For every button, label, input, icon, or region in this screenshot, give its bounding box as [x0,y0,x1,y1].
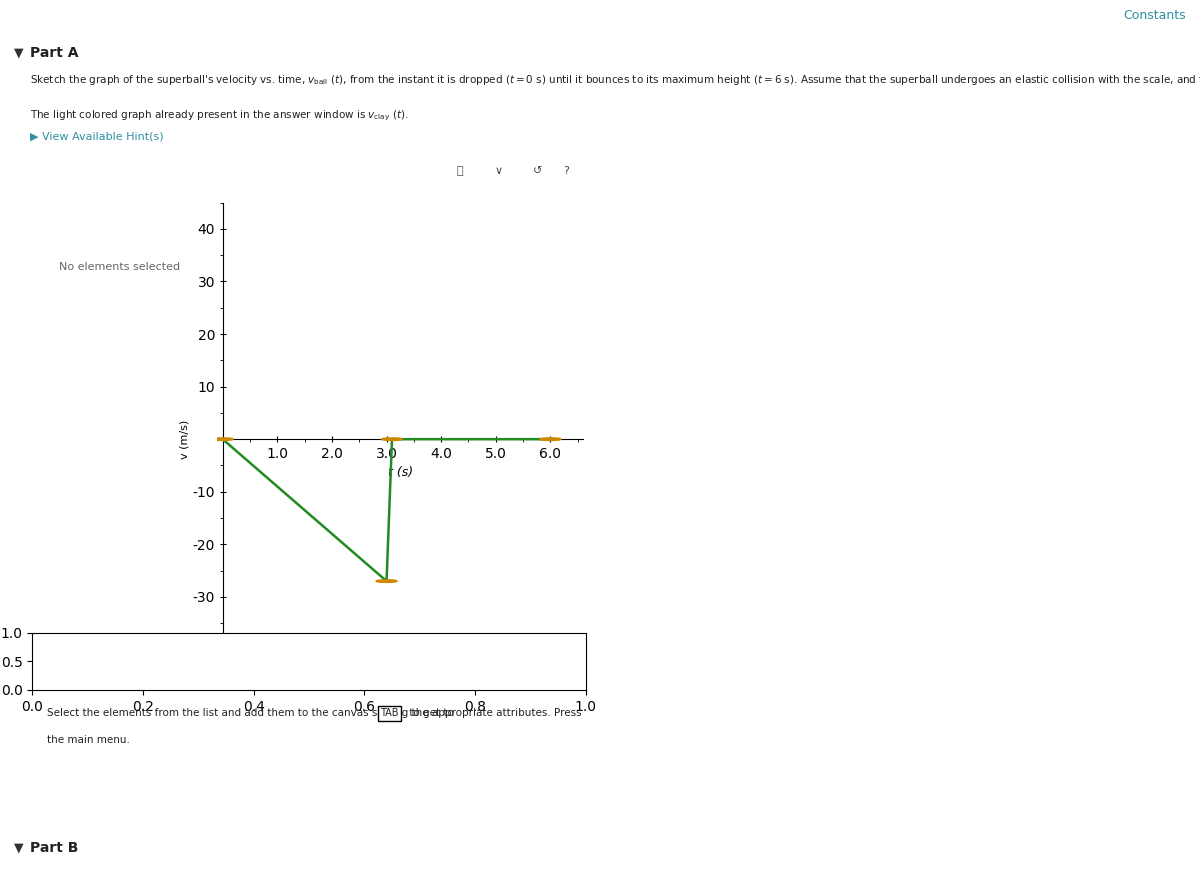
Text: No elements selected: No elements selected [60,262,180,272]
Text: ▼: ▼ [14,47,24,59]
Text: ↺: ↺ [533,166,542,176]
Circle shape [421,168,499,174]
Text: Submit: Submit [46,791,92,803]
Text: ⊘: ⊘ [60,164,72,178]
Text: Sketch the graph of the superball's velocity vs. time, $v_{\rm ball}$ $(t)$, fro: Sketch the graph of the superball's velo… [30,73,1200,87]
Text: 💡: 💡 [456,166,463,176]
Text: ◎: ◎ [83,164,95,178]
Text: ?: ? [563,166,569,176]
Text: Constants: Constants [1123,9,1186,22]
Text: the main menu.: the main menu. [47,735,130,744]
Text: Part B: Part B [30,840,78,855]
Text: ∨: ∨ [494,166,503,176]
Text: ▶ View Available Hint(s): ▶ View Available Hint(s) [30,131,163,142]
Text: Part A: Part A [30,46,78,60]
X-axis label: t (s): t (s) [388,466,413,479]
Text: Select the elements from the list and add them to the canvas setting the appropr: Select the elements from the list and ad… [47,708,581,718]
Circle shape [460,168,538,174]
Text: ▼: ▼ [14,841,24,854]
Text: ⊕: ⊕ [36,164,48,178]
Circle shape [499,168,577,174]
Text: ⬛: ⬛ [108,164,116,178]
Y-axis label: v (m/s): v (m/s) [180,419,190,459]
Text: to get to: to get to [406,708,454,718]
Text: TAB: TAB [380,708,398,718]
Circle shape [527,168,605,174]
Text: The light colored graph already present in the answer window is $v_{\rm clay}$ $: The light colored graph already present … [30,108,409,123]
